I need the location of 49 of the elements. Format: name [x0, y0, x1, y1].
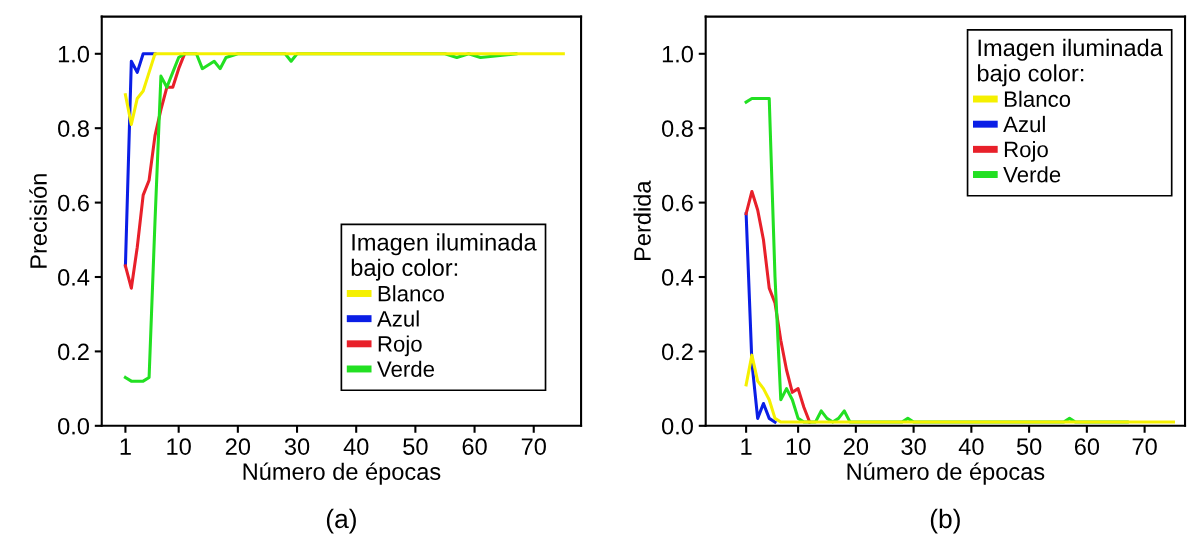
text: (b) [930, 508, 960, 534]
x-tick-label: 40 [343, 438, 369, 455]
legend-label: Verde [1003, 166, 1061, 183]
y-axis-title: Precisión [29, 174, 47, 268]
x-axis-title: Número de épocas [847, 462, 1045, 485]
x-tick-label: 40 [958, 438, 984, 455]
line-series [123, 52, 565, 127]
legend-label: Verde [377, 360, 435, 377]
y-tick-label: 0.4 [662, 269, 694, 286]
y-tick-label: 1.0 [58, 45, 90, 63]
legend-title: Imagen iluminada bajo color: [351, 233, 537, 281]
x-tick-label: 30 [901, 438, 926, 455]
x-tick-label: 10 [786, 438, 811, 455]
y-tick-label: 0.0 [58, 417, 90, 435]
y-tick-label: 0.0 [662, 417, 693, 435]
legend-label: Rojo [378, 335, 422, 357]
legend-label: Blanco [1004, 90, 1071, 108]
x-axis-title: Número de épocas [243, 462, 441, 485]
x-tick-label: 60 [462, 438, 487, 455]
legend-label: Azul [376, 310, 419, 327]
y-tick-label: 0.6 [662, 194, 693, 212]
y-axis-title: Perdida [633, 180, 651, 260]
x-tick-label: 50 [1016, 438, 1042, 455]
x-tick-label: 70 [1132, 438, 1157, 455]
y-tick-label: 0.4 [58, 269, 90, 286]
x-tick-label: 20 [843, 438, 869, 455]
y-tick-label: 0.8 [58, 120, 89, 137]
y-tick-label: 1.0 [662, 45, 693, 63]
y-tick-label: 0.6 [58, 194, 89, 212]
y-tick-label: 0.8 [662, 120, 693, 137]
x-tick-label: 60 [1074, 438, 1100, 455]
line-series [744, 189, 812, 424]
line-series [123, 52, 187, 290]
legend-label: Rojo [1004, 141, 1048, 162]
x-tick-label: 30 [284, 438, 310, 455]
text: (a) [326, 508, 356, 534]
x-tick-label: 1 [120, 438, 131, 455]
line-series [744, 212, 777, 424]
x-tick-label: 70 [521, 438, 546, 455]
y-tick-label: 0.2 [662, 343, 693, 361]
legend-title: Imagen iluminada bajo color: [977, 38, 1163, 87]
legend-label: Azul [1003, 115, 1045, 133]
x-tick-label: 20 [225, 438, 251, 455]
x-tick-label: 50 [403, 438, 428, 455]
y-tick-label: 0.2 [58, 343, 89, 361]
x-tick-label: 10 [167, 438, 191, 455]
legend-label: Blanco [378, 285, 444, 302]
x-tick-label: 1 [741, 438, 752, 455]
line-series [744, 353, 1176, 424]
